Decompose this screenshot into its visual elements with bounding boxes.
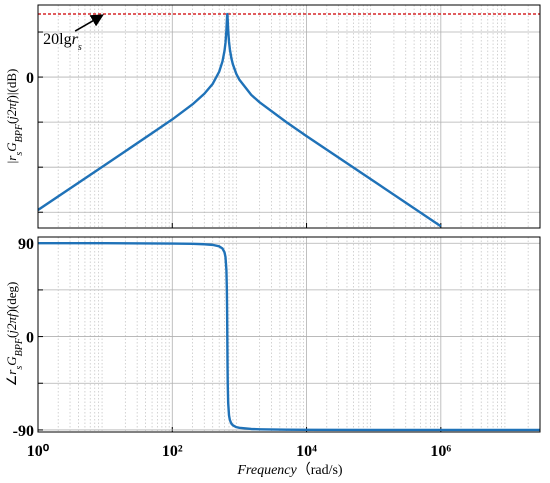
y-tick-label: 0 — [26, 330, 34, 347]
x-tick-label: 10⁶ — [430, 443, 451, 460]
x-tick-label: 10⁴ — [296, 443, 317, 460]
curve — [38, 242, 540, 432]
y-label-part: BPF — [14, 123, 25, 142]
plot-background — [38, 237, 540, 432]
annotation-arrow — [74, 14, 104, 32]
y-tick-label: 90 — [18, 236, 34, 253]
x-tick-label: 10⁰ — [27, 443, 50, 460]
y-label-part: ( — [4, 120, 19, 124]
annotation-subscript: s — [78, 42, 82, 53]
y-label-part: )(deg) — [4, 282, 19, 314]
y-label-part: r — [4, 155, 19, 161]
axes-frame — [37, 4, 541, 229]
y-tick-label: 0 — [26, 70, 34, 87]
y-label-part: r — [4, 369, 19, 375]
curve — [38, 12, 442, 228]
annotation-symbol: r — [72, 31, 79, 48]
annotation: 20lgrs — [43, 31, 82, 53]
x-label-part: Frequency — [236, 463, 297, 478]
annotation-text: 20lg — [43, 31, 71, 48]
x-tick-label: 10² — [162, 443, 183, 460]
y-axis-label: |rsGBPF(j2πf)|(dB) — [4, 69, 25, 164]
y-label-part: s — [14, 366, 25, 370]
plot-background — [38, 5, 540, 228]
y-label-part: ( — [4, 334, 19, 338]
y-tick-label: -90 — [13, 423, 34, 440]
y-label-part: | — [4, 161, 19, 164]
y-label-part: BPF — [14, 337, 25, 356]
y-axis-label: ∠rsGBPF(j2πf)(deg) — [4, 282, 25, 387]
y-label-part: G — [4, 356, 19, 366]
x-axis-label: Frequency（rad/s) — [236, 462, 343, 478]
y-label-part: ∠ — [4, 375, 19, 387]
y-label-part: j2πf — [4, 311, 19, 336]
y-label-part: G — [4, 142, 19, 152]
y-label-part: s — [14, 152, 25, 156]
y-label-part: )|(dB) — [4, 69, 19, 100]
x-label-part: （rad/s) — [297, 462, 343, 478]
axes-frame — [37, 236, 541, 433]
y-label-part: j2πf — [4, 97, 19, 122]
